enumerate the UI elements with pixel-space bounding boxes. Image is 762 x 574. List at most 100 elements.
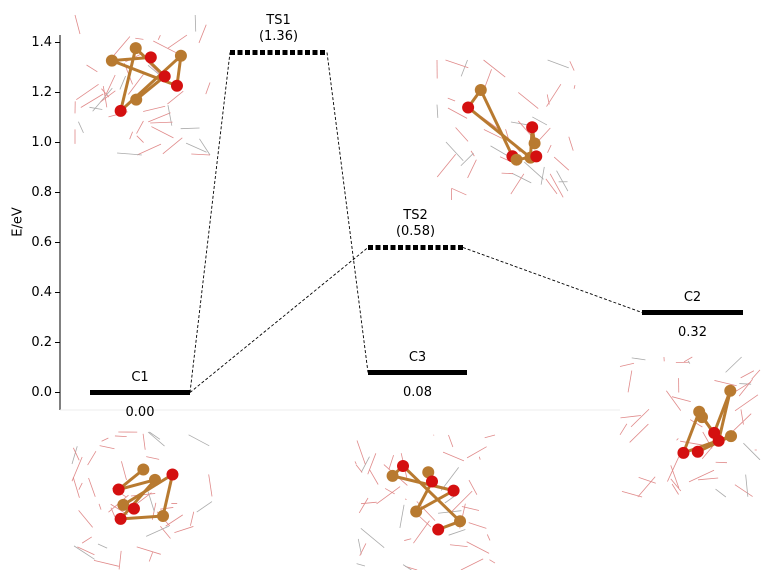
wire bbox=[153, 41, 177, 54]
wire bbox=[189, 435, 210, 446]
y-tick-label: 0.0 bbox=[31, 385, 52, 400]
atom bbox=[157, 510, 169, 522]
state-label: C2 bbox=[684, 290, 701, 305]
wire bbox=[358, 539, 361, 554]
wire bbox=[632, 358, 646, 360]
wire bbox=[469, 523, 487, 529]
wire bbox=[667, 457, 679, 482]
wire bbox=[437, 154, 455, 177]
wire bbox=[370, 470, 379, 485]
atom bbox=[130, 94, 142, 106]
wire bbox=[148, 432, 164, 446]
wire bbox=[89, 478, 96, 497]
wire bbox=[150, 122, 172, 123]
atom bbox=[462, 101, 474, 113]
wire bbox=[190, 512, 193, 526]
y-axis-label: E/eV bbox=[11, 207, 26, 237]
wire bbox=[450, 545, 468, 547]
y-tick-label: 1.2 bbox=[31, 85, 52, 100]
atom bbox=[432, 524, 444, 536]
wire bbox=[168, 35, 187, 48]
wire bbox=[355, 461, 356, 464]
bond bbox=[121, 516, 163, 519]
wire bbox=[357, 440, 365, 464]
wire bbox=[680, 441, 703, 445]
atom bbox=[448, 485, 460, 497]
atom bbox=[115, 513, 127, 525]
wire bbox=[191, 154, 210, 155]
wire bbox=[469, 480, 477, 495]
state-label: TS1 bbox=[265, 13, 290, 28]
y-tick-label: 0.2 bbox=[31, 335, 52, 350]
wire bbox=[102, 438, 109, 441]
atom bbox=[171, 80, 183, 92]
wire bbox=[741, 371, 754, 378]
wire bbox=[726, 357, 742, 372]
wire bbox=[79, 510, 93, 527]
wire bbox=[677, 438, 679, 440]
wire bbox=[554, 157, 569, 170]
connector bbox=[463, 248, 642, 313]
atom bbox=[724, 385, 736, 397]
wire bbox=[75, 15, 80, 34]
wire bbox=[389, 455, 394, 470]
wire bbox=[160, 507, 173, 509]
wire bbox=[377, 487, 401, 504]
wire bbox=[413, 521, 429, 543]
state-label: C3 bbox=[409, 350, 426, 365]
atom bbox=[692, 446, 704, 458]
atom bbox=[526, 121, 538, 133]
wire bbox=[400, 505, 404, 528]
atom bbox=[130, 42, 142, 54]
atom bbox=[106, 55, 118, 67]
wire bbox=[622, 491, 642, 497]
wire bbox=[100, 91, 115, 102]
wire bbox=[548, 145, 552, 153]
wire bbox=[158, 35, 160, 40]
wire bbox=[357, 564, 365, 566]
wire bbox=[119, 551, 121, 570]
wire bbox=[461, 153, 474, 166]
wire bbox=[490, 560, 495, 563]
wire bbox=[403, 565, 411, 570]
atom bbox=[529, 137, 541, 149]
atom bbox=[713, 435, 725, 447]
wire bbox=[451, 188, 466, 195]
wire bbox=[461, 559, 483, 570]
wire bbox=[574, 85, 575, 89]
wire bbox=[174, 526, 193, 532]
wire bbox=[163, 138, 182, 154]
wire bbox=[570, 61, 574, 70]
wire bbox=[199, 25, 206, 43]
wire bbox=[437, 105, 438, 118]
wire bbox=[149, 432, 160, 439]
wire bbox=[105, 75, 115, 97]
wire bbox=[197, 502, 212, 512]
wire bbox=[368, 453, 376, 474]
connector bbox=[190, 248, 368, 393]
value-label: 0.00 bbox=[126, 405, 155, 420]
atom bbox=[410, 506, 422, 518]
atom bbox=[397, 460, 409, 472]
atom bbox=[149, 474, 161, 486]
wire bbox=[689, 470, 714, 482]
wire bbox=[143, 434, 145, 450]
wire bbox=[78, 122, 83, 133]
wire bbox=[487, 534, 490, 540]
wire bbox=[546, 179, 557, 194]
wire bbox=[541, 167, 544, 185]
wire bbox=[548, 60, 569, 68]
wire bbox=[87, 65, 98, 72]
state-label: TS2 bbox=[402, 208, 427, 223]
wire bbox=[94, 560, 119, 566]
wire bbox=[137, 144, 161, 155]
wire bbox=[716, 489, 726, 497]
wire bbox=[76, 84, 98, 99]
wire bbox=[146, 457, 159, 460]
wire bbox=[99, 504, 101, 510]
wire bbox=[115, 436, 127, 437]
wire bbox=[467, 542, 489, 554]
wire bbox=[620, 363, 634, 366]
wire bbox=[448, 98, 455, 101]
